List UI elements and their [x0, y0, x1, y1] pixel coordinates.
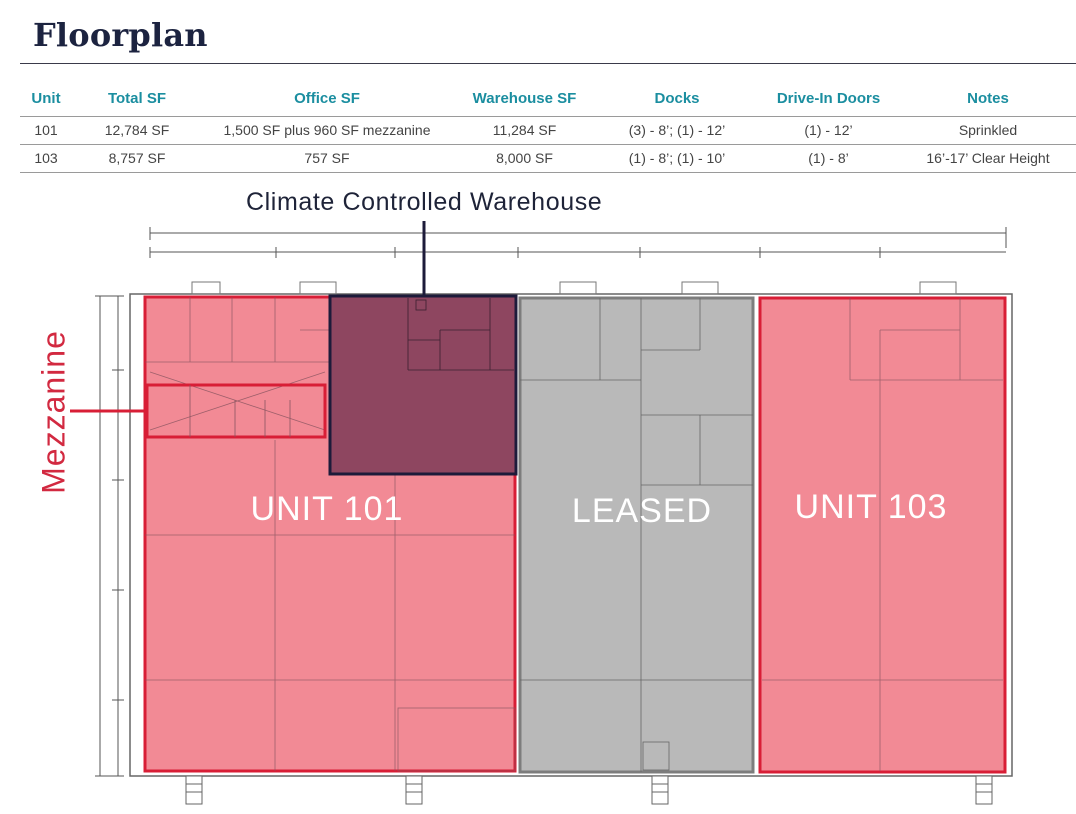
unit-spec-table: Unit Total SF Office SF Warehouse SF Doc… — [20, 86, 1076, 173]
column-header-warehouse-sf: Warehouse SF — [452, 86, 597, 117]
cell-total-sf: 12,784 SF — [72, 116, 202, 145]
column-header-notes: Notes — [900, 86, 1076, 117]
entry-symbols — [191, 281, 957, 295]
leased-label: LEASED — [572, 492, 712, 530]
column-header-office-sf: Office SF — [202, 86, 452, 117]
column-header-total-sf: Total SF — [72, 86, 202, 117]
unit-103-label: UNIT 103 — [795, 488, 948, 526]
column-header-docks: Docks — [597, 86, 757, 117]
climate-controlled-area — [328, 294, 518, 476]
cell-drive-in-doors: (1) - 8’ — [757, 144, 900, 173]
cell-docks: (3) - 8’; (1) - 12’ — [597, 116, 757, 145]
dimension-lines — [95, 227, 1007, 777]
table-row: 101 12,784 SF 1,500 SF plus 960 SF mezza… — [20, 116, 1076, 145]
cell-warehouse-sf: 11,284 SF — [452, 116, 597, 145]
unit-103-interior-walls — [762, 298, 1003, 771]
unit-101-interior-walls — [145, 297, 516, 772]
column-header-drive-in-doors: Drive-In Doors — [757, 86, 900, 117]
title-divider — [20, 63, 1076, 64]
dock-stairs — [185, 775, 993, 805]
table-row: 103 8,757 SF 757 SF 8,000 SF (1) - 8’; (… — [20, 144, 1076, 173]
climate-controlled-callout: Climate Controlled Warehouse — [246, 188, 603, 216]
unit-101-label: UNIT 101 — [251, 490, 404, 528]
column-header-unit: Unit — [20, 86, 72, 117]
cell-total-sf: 8,757 SF — [72, 144, 202, 173]
leased-area — [518, 296, 755, 774]
climate-interior-walls — [407, 298, 514, 371]
cell-docks: (1) - 8’; (1) - 10’ — [597, 144, 757, 173]
cell-notes: 16’-17’ Clear Height — [900, 144, 1076, 173]
cell-unit: 101 — [20, 116, 72, 145]
mezzanine-callout: Mezzanine — [35, 330, 72, 494]
cell-drive-in-doors: (1) - 12’ — [757, 116, 900, 145]
cell-notes: Sprinkled — [900, 116, 1076, 145]
leased-interior-walls — [520, 298, 753, 772]
unit-103-area — [758, 296, 1007, 774]
cell-unit: 103 — [20, 144, 72, 173]
table-header-row: Unit Total SF Office SF Warehouse SF Doc… — [20, 86, 1076, 117]
cell-office-sf: 757 SF — [202, 144, 452, 173]
cell-warehouse-sf: 8,000 SF — [452, 144, 597, 173]
cell-office-sf: 1,500 SF plus 960 SF mezzanine — [202, 116, 452, 145]
page-title: Floorplan — [33, 16, 208, 54]
mezzanine-interior — [189, 385, 291, 437]
